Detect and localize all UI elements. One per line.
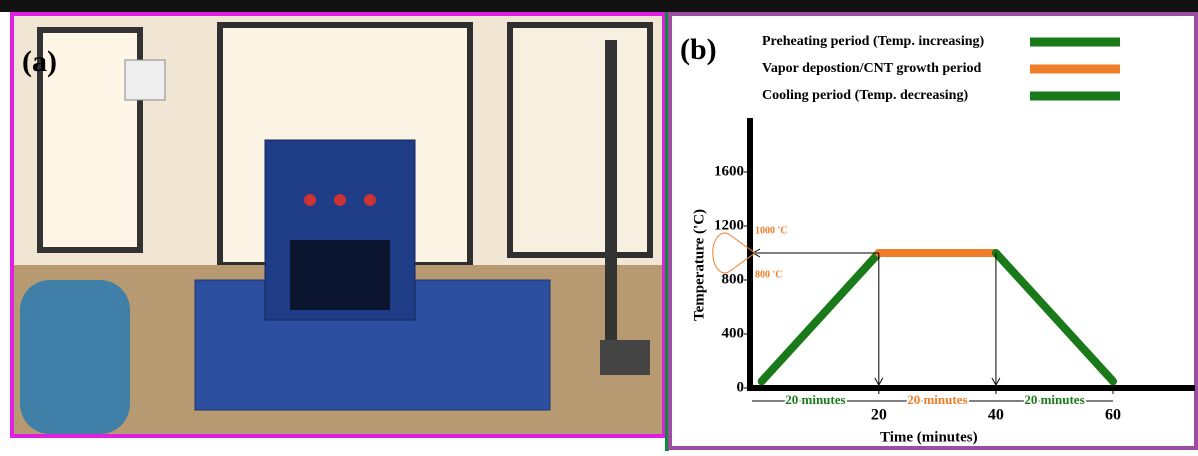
- annotation: 1000 'C: [755, 225, 788, 236]
- legend-label: Preheating period (Temp. increasing): [762, 34, 985, 49]
- annotation: 800 'C: [755, 269, 783, 280]
- y-axis-label: Temperature ('C): [691, 209, 707, 321]
- photo: [14, 16, 662, 434]
- figure: (a) (b) Time (minutes) Temperature ('C) …: [0, 0, 1198, 451]
- x-tick-label: 20: [871, 407, 887, 424]
- series-line: [996, 253, 1113, 381]
- annotation: 20 minutes: [907, 392, 967, 407]
- y-tick-label: 800: [722, 271, 745, 287]
- annotation: 20 minutes: [1024, 392, 1084, 407]
- x-tick-label: 60: [1105, 407, 1121, 424]
- legend-label: Vapor depostion/CNT growth period: [762, 61, 981, 76]
- panel-label: (a): [22, 45, 57, 78]
- legend-label: Cooling period (Temp. decreasing): [762, 88, 968, 103]
- top-bar: [0, 0, 1198, 12]
- annotation: 20 minutes: [785, 392, 845, 407]
- y-tick-label: 1200: [714, 217, 744, 233]
- panel-label: (b): [680, 33, 717, 66]
- y-tick-label: 0: [737, 379, 745, 395]
- y-tick-label: 400: [722, 325, 745, 341]
- y-tick-label: 1600: [714, 163, 744, 179]
- x-axis-label: Time (minutes): [880, 429, 978, 445]
- x-tick-label: 40: [988, 407, 1004, 424]
